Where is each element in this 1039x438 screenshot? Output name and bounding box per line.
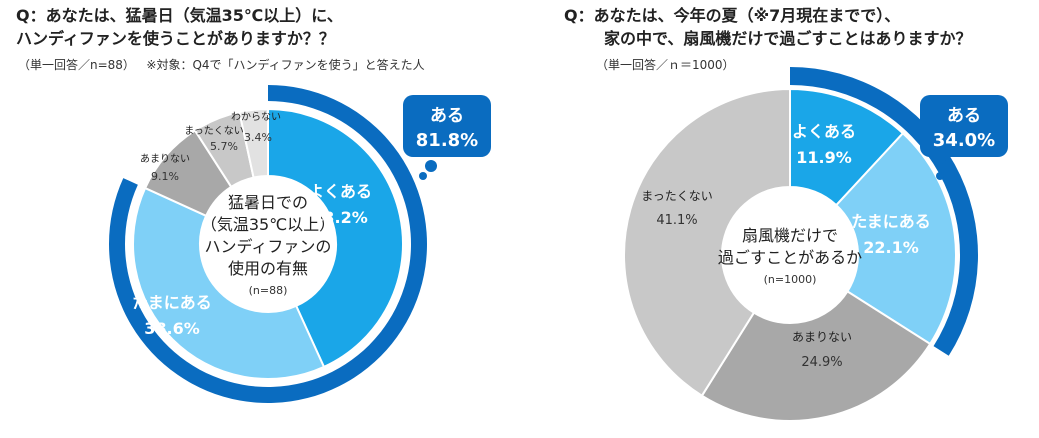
chart-title-line: Q：あなたは、今年の夏（※7月現在までで）、: [564, 6, 901, 25]
slice-label: よくある: [792, 122, 856, 141]
chart-subtitle: （単一回答／n=88） ※対象：Q4で「ハンディファンを使う」と答えた人: [18, 56, 425, 73]
chart-subtitle: （単一回答／ｎ＝1000）: [596, 56, 735, 73]
slice-value: 24.9%: [801, 355, 842, 370]
slice-value: 38.6%: [144, 319, 200, 338]
center-label: 過ごすことがあるか: [718, 248, 862, 267]
slice-value: 11.9%: [796, 148, 852, 167]
note-text: ※対象：Q4で「ハンディファンを使う」と答えた人: [146, 58, 425, 72]
chart-right: Q：あなたは、今年の夏（※7月現在までで）、 家の中で、扇風機だけで過ごすことは…: [530, 0, 1039, 438]
pie-slice: [623, 87, 791, 398]
center-label: 猛暑日での: [228, 193, 308, 212]
center-label: 扇風機だけで: [742, 226, 838, 245]
slice-value: 43.2%: [312, 208, 368, 227]
center-label: （気温35℃以上）: [201, 215, 335, 234]
slice-value: 22.1%: [863, 238, 919, 257]
slice-label: あまりない: [140, 153, 190, 165]
callout-dot: [942, 160, 954, 172]
slice-label: まったくない: [641, 189, 713, 203]
chart-title: Q：あなたは、猛暑日（気温35℃以上）に、 ハンディファンを使うことがありますか…: [16, 4, 343, 50]
callout-label: ある: [430, 106, 464, 126]
callout-label: ある: [947, 106, 981, 126]
donut-center: [200, 176, 336, 312]
slice-label: よくある: [308, 182, 372, 201]
slice-label: まったくない: [184, 125, 244, 137]
chart-left: Q：あなたは、猛暑日（気温35℃以上）に、 ハンディファンを使うことがありますか…: [16, 4, 491, 404]
chart-title-line: 家の中で、扇風機だけで過ごすことはありますか？: [604, 29, 972, 48]
slice-value: 3.4%: [244, 131, 272, 144]
slice-value: 41.1%: [656, 213, 697, 228]
center-label: ハンディファンの: [205, 237, 332, 256]
slice-label: わからない: [231, 111, 281, 123]
callout-dot: [419, 172, 427, 180]
center-n-label: (n=88): [249, 284, 288, 297]
slice-label: あまりない: [792, 330, 852, 344]
callout-value: 34.0%: [933, 130, 995, 151]
slice-value: 9.1%: [151, 170, 179, 183]
callout-bubble: [920, 95, 1008, 157]
center-n-label: (n=1000): [764, 273, 817, 286]
slice-label: たまにある: [851, 212, 931, 231]
slice-value: 5.7%: [210, 140, 238, 153]
callout-value: 81.8%: [416, 130, 478, 151]
subtitle-text: （単一回答／ｎ＝1000）: [596, 58, 735, 72]
chart-title: Q：あなたは、今年の夏（※7月現在までで）、 家の中で、扇風機だけで過ごすことは…: [564, 4, 972, 50]
callout-dot: [425, 160, 437, 172]
callout-dot: [936, 172, 944, 180]
subtitle-text: （単一回答／n=88）: [18, 58, 135, 72]
callout-bubble: [403, 95, 491, 157]
chart-title-line: ハンディファンを使うことがありますか？？: [16, 29, 335, 48]
center-label: 使用の有無: [228, 259, 308, 278]
donut-center: [722, 187, 858, 323]
slice-label: たまにある: [132, 293, 212, 312]
chart-title-line: Q：あなたは、猛暑日（気温35℃以上）に、: [16, 6, 343, 25]
